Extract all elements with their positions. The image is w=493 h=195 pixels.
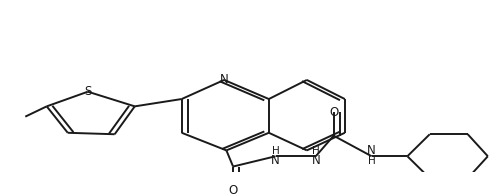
Text: H: H — [368, 156, 376, 166]
Text: O: O — [329, 106, 338, 119]
Text: N: N — [312, 154, 320, 167]
Text: O: O — [228, 183, 238, 195]
Text: H: H — [312, 146, 319, 156]
Text: N: N — [271, 154, 280, 167]
Text: H: H — [272, 146, 280, 156]
Text: S: S — [84, 85, 92, 98]
Text: N: N — [220, 74, 229, 86]
Text: N: N — [367, 144, 376, 158]
